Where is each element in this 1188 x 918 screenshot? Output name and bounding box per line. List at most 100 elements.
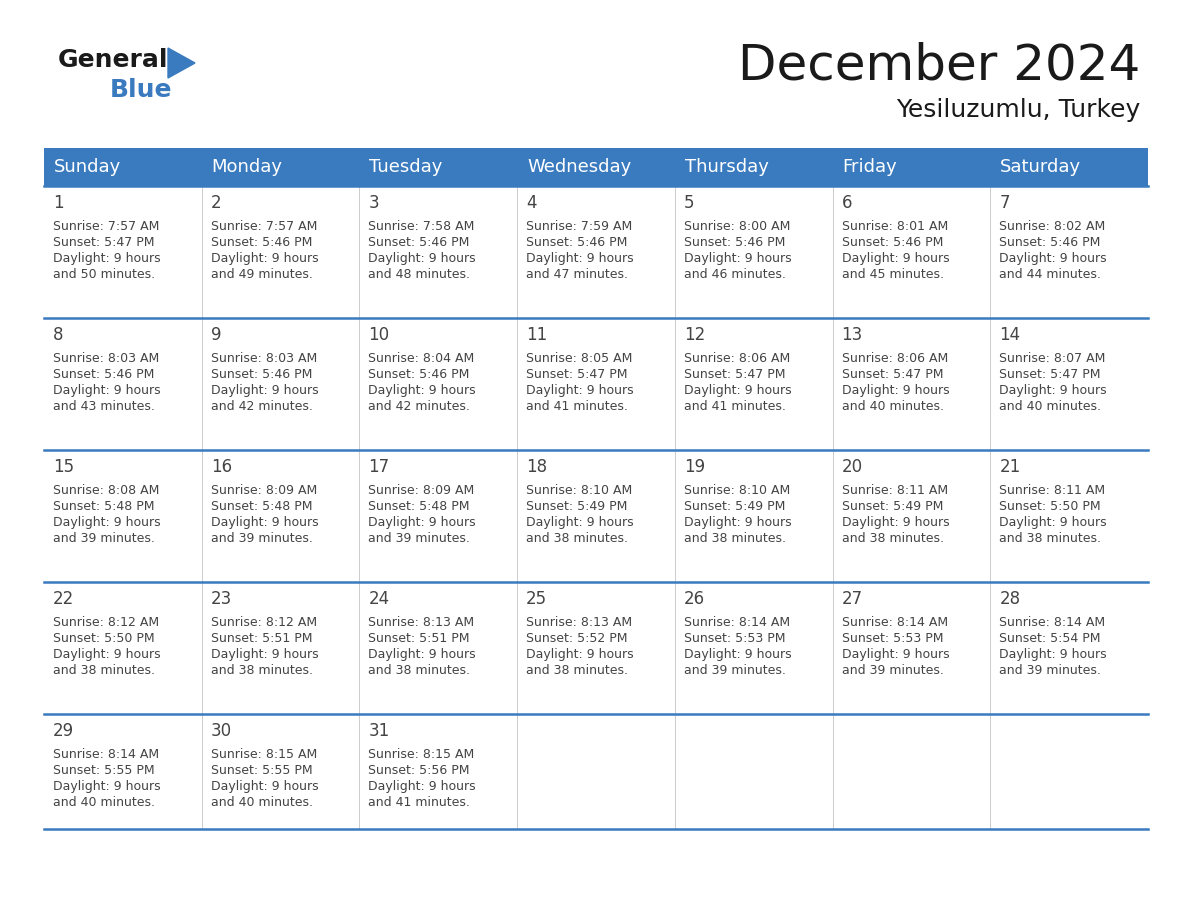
Text: Daylight: 9 hours: Daylight: 9 hours — [841, 648, 949, 661]
Text: 20: 20 — [841, 458, 862, 476]
Text: Sunrise: 8:12 AM: Sunrise: 8:12 AM — [210, 616, 317, 629]
Text: Daylight: 9 hours: Daylight: 9 hours — [684, 516, 791, 529]
Text: Daylight: 9 hours: Daylight: 9 hours — [368, 384, 476, 397]
Text: 6: 6 — [841, 194, 852, 212]
Text: 2: 2 — [210, 194, 221, 212]
Text: Sunrise: 8:08 AM: Sunrise: 8:08 AM — [53, 484, 159, 497]
Text: Sunset: 5:53 PM: Sunset: 5:53 PM — [684, 632, 785, 645]
Text: Tuesday: Tuesday — [369, 158, 443, 176]
Text: Daylight: 9 hours: Daylight: 9 hours — [53, 384, 160, 397]
Text: Daylight: 9 hours: Daylight: 9 hours — [210, 384, 318, 397]
Text: and 38 minutes.: and 38 minutes. — [526, 532, 628, 545]
Text: Daylight: 9 hours: Daylight: 9 hours — [53, 648, 160, 661]
Text: and 39 minutes.: and 39 minutes. — [841, 664, 943, 677]
Text: Sunset: 5:51 PM: Sunset: 5:51 PM — [368, 632, 470, 645]
Text: 31: 31 — [368, 722, 390, 740]
Text: Sunrise: 8:03 AM: Sunrise: 8:03 AM — [210, 352, 317, 365]
Text: 7: 7 — [999, 194, 1010, 212]
Text: 8: 8 — [53, 326, 63, 344]
Text: Sunset: 5:46 PM: Sunset: 5:46 PM — [841, 236, 943, 249]
Text: Sunrise: 7:58 AM: Sunrise: 7:58 AM — [368, 220, 475, 233]
Text: 23: 23 — [210, 590, 232, 608]
Text: Daylight: 9 hours: Daylight: 9 hours — [684, 384, 791, 397]
Text: 21: 21 — [999, 458, 1020, 476]
Text: Yesiluzumlu, Turkey: Yesiluzumlu, Turkey — [896, 98, 1140, 122]
Text: 26: 26 — [684, 590, 704, 608]
Text: Daylight: 9 hours: Daylight: 9 hours — [841, 384, 949, 397]
Text: Sunset: 5:50 PM: Sunset: 5:50 PM — [999, 500, 1101, 513]
Text: and 38 minutes.: and 38 minutes. — [210, 664, 312, 677]
Text: and 46 minutes.: and 46 minutes. — [684, 268, 785, 281]
Text: Sunset: 5:49 PM: Sunset: 5:49 PM — [526, 500, 627, 513]
Text: Sunrise: 8:14 AM: Sunrise: 8:14 AM — [684, 616, 790, 629]
Text: Sunrise: 8:11 AM: Sunrise: 8:11 AM — [841, 484, 948, 497]
Text: and 40 minutes.: and 40 minutes. — [999, 400, 1101, 413]
Text: Sunset: 5:47 PM: Sunset: 5:47 PM — [999, 368, 1101, 381]
Text: and 38 minutes.: and 38 minutes. — [841, 532, 943, 545]
Text: 27: 27 — [841, 590, 862, 608]
Text: Sunset: 5:49 PM: Sunset: 5:49 PM — [841, 500, 943, 513]
Text: and 39 minutes.: and 39 minutes. — [999, 664, 1101, 677]
Text: 17: 17 — [368, 458, 390, 476]
Text: December 2024: December 2024 — [738, 42, 1140, 90]
Text: Daylight: 9 hours: Daylight: 9 hours — [210, 648, 318, 661]
Text: Sunrise: 8:09 AM: Sunrise: 8:09 AM — [368, 484, 475, 497]
Text: Sunset: 5:48 PM: Sunset: 5:48 PM — [368, 500, 470, 513]
Text: 4: 4 — [526, 194, 537, 212]
Text: Sunset: 5:49 PM: Sunset: 5:49 PM — [684, 500, 785, 513]
Text: Sunrise: 8:10 AM: Sunrise: 8:10 AM — [684, 484, 790, 497]
Bar — [44, 582, 1148, 714]
Text: Friday: Friday — [842, 158, 897, 176]
Bar — [44, 318, 1148, 450]
Text: Sunset: 5:47 PM: Sunset: 5:47 PM — [53, 236, 154, 249]
Text: Sunrise: 8:09 AM: Sunrise: 8:09 AM — [210, 484, 317, 497]
Bar — [44, 714, 1148, 829]
Text: and 40 minutes.: and 40 minutes. — [53, 796, 154, 809]
Text: and 43 minutes.: and 43 minutes. — [53, 400, 154, 413]
Text: Sunrise: 8:12 AM: Sunrise: 8:12 AM — [53, 616, 159, 629]
Text: Sunrise: 8:15 AM: Sunrise: 8:15 AM — [368, 748, 475, 761]
Text: Sunrise: 8:06 AM: Sunrise: 8:06 AM — [684, 352, 790, 365]
Text: Sunrise: 7:57 AM: Sunrise: 7:57 AM — [210, 220, 317, 233]
Bar — [44, 148, 1148, 186]
Text: 13: 13 — [841, 326, 862, 344]
Text: Sunrise: 7:59 AM: Sunrise: 7:59 AM — [526, 220, 632, 233]
Text: and 48 minutes.: and 48 minutes. — [368, 268, 470, 281]
Text: Sunset: 5:48 PM: Sunset: 5:48 PM — [53, 500, 154, 513]
Text: Sunset: 5:51 PM: Sunset: 5:51 PM — [210, 632, 312, 645]
Text: and 49 minutes.: and 49 minutes. — [210, 268, 312, 281]
Text: and 40 minutes.: and 40 minutes. — [841, 400, 943, 413]
Text: and 42 minutes.: and 42 minutes. — [368, 400, 470, 413]
Text: 24: 24 — [368, 590, 390, 608]
Text: and 39 minutes.: and 39 minutes. — [210, 532, 312, 545]
Text: 12: 12 — [684, 326, 706, 344]
Text: Sunset: 5:47 PM: Sunset: 5:47 PM — [841, 368, 943, 381]
Text: Sunrise: 8:10 AM: Sunrise: 8:10 AM — [526, 484, 632, 497]
Text: Daylight: 9 hours: Daylight: 9 hours — [53, 780, 160, 793]
Text: Sunset: 5:46 PM: Sunset: 5:46 PM — [999, 236, 1100, 249]
Text: and 41 minutes.: and 41 minutes. — [684, 400, 785, 413]
Text: and 38 minutes.: and 38 minutes. — [684, 532, 785, 545]
Text: 25: 25 — [526, 590, 548, 608]
Text: Sunrise: 8:07 AM: Sunrise: 8:07 AM — [999, 352, 1106, 365]
Text: Sunset: 5:47 PM: Sunset: 5:47 PM — [684, 368, 785, 381]
Text: Daylight: 9 hours: Daylight: 9 hours — [841, 516, 949, 529]
Text: Sunset: 5:46 PM: Sunset: 5:46 PM — [210, 368, 312, 381]
Text: Daylight: 9 hours: Daylight: 9 hours — [53, 516, 160, 529]
Text: and 47 minutes.: and 47 minutes. — [526, 268, 628, 281]
Text: Sunrise: 8:03 AM: Sunrise: 8:03 AM — [53, 352, 159, 365]
Text: Wednesday: Wednesday — [527, 158, 631, 176]
Text: Sunrise: 8:01 AM: Sunrise: 8:01 AM — [841, 220, 948, 233]
Text: and 45 minutes.: and 45 minutes. — [841, 268, 943, 281]
Text: Sunrise: 8:11 AM: Sunrise: 8:11 AM — [999, 484, 1105, 497]
Text: and 38 minutes.: and 38 minutes. — [526, 664, 628, 677]
Text: Daylight: 9 hours: Daylight: 9 hours — [999, 384, 1107, 397]
Text: Monday: Monday — [211, 158, 283, 176]
Text: Sunset: 5:46 PM: Sunset: 5:46 PM — [526, 236, 627, 249]
Text: Blue: Blue — [110, 78, 172, 102]
Text: and 39 minutes.: and 39 minutes. — [684, 664, 785, 677]
Text: Sunrise: 8:13 AM: Sunrise: 8:13 AM — [526, 616, 632, 629]
Text: Sunset: 5:46 PM: Sunset: 5:46 PM — [368, 236, 469, 249]
Text: Sunrise: 8:06 AM: Sunrise: 8:06 AM — [841, 352, 948, 365]
Text: Sunset: 5:55 PM: Sunset: 5:55 PM — [210, 764, 312, 777]
